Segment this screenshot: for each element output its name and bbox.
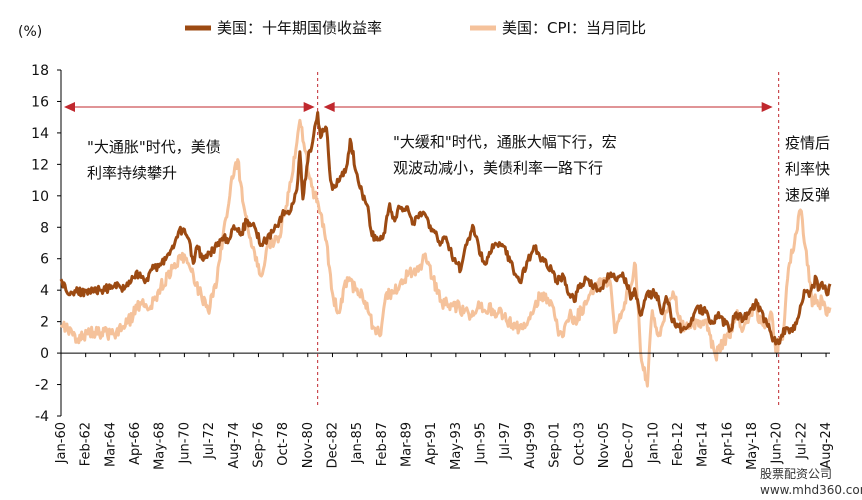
x-tick-label: Jun-95 [474, 422, 489, 465]
y-tick-label: 4 [40, 283, 49, 299]
x-tick-label: Mar-64 [103, 422, 118, 467]
x-tick-label: Feb-87 [375, 422, 390, 466]
x-tick-label: Jun-20 [770, 422, 785, 465]
x-tick-label: Feb-62 [79, 422, 94, 466]
period-label: 利率持续攀升 [87, 164, 177, 182]
x-tick-label: Apr-66 [128, 422, 143, 465]
x-tick-label: Jun-70 [177, 422, 192, 465]
watermark-line2: www.mhd360.com [760, 483, 862, 497]
x-tick-label: Apr-16 [720, 422, 735, 465]
x-tick-label: Jan-60 [54, 422, 69, 464]
y-tick-label: 12 [31, 157, 49, 173]
period-arrowhead-right [761, 102, 773, 112]
x-tick-label: May-18 [745, 422, 760, 470]
x-axis: Jan-60 Feb-62 Mar-64 Apr-66 May-68 Jun-70 Jul-… [54, 352, 834, 470]
x-tick-label: May-93 [449, 422, 464, 470]
x-tick-label: Sep-76 [251, 422, 266, 468]
x-tick-label: Feb-12 [671, 422, 686, 466]
x-tick-label: Mar-89 [400, 422, 415, 467]
chart-legend: 美国：十年期国债收益率 美国：CPI：当月同比 [185, 19, 646, 37]
period-label: "大通胀"时代，美债 [87, 138, 221, 156]
x-tick-label: May-68 [153, 422, 168, 470]
x-tick-label: Aug-24 [819, 422, 834, 469]
watermark-line1: 股票配资公司 [760, 467, 832, 481]
x-tick-label: Aug-99 [523, 422, 538, 469]
x-tick-label: Jul-72 [202, 422, 217, 460]
x-tick-label: Dec-07 [622, 422, 637, 468]
period-arrowhead-left [323, 102, 335, 112]
y-tick-label: 0 [40, 346, 49, 362]
period-label: 利率快 [785, 160, 830, 178]
period-arrowhead-right [303, 102, 315, 112]
series-line-10y-yield [59, 111, 832, 346]
x-tick-label: Mar-14 [696, 422, 711, 467]
x-tick-label: Oct-78 [276, 422, 291, 466]
y-tick-label: -4 [35, 409, 49, 425]
y-tick-label: 10 [31, 189, 49, 205]
y-tick-label: 14 [31, 126, 49, 142]
legend-label: 美国：CPI：当月同比 [502, 19, 646, 37]
x-tick-label: Jul-97 [498, 422, 513, 460]
y-tick-label: 8 [40, 220, 49, 236]
x-tick-label: Jan-10 [646, 422, 661, 464]
x-tick-label: Sep-01 [548, 422, 563, 468]
x-tick-label: Jul-22 [794, 422, 809, 460]
x-tick-label: Dec-82 [325, 422, 340, 468]
y-tick-label: 6 [40, 252, 49, 268]
y-tick-label: 2 [40, 315, 49, 331]
x-tick-label: Nov-05 [597, 422, 612, 468]
x-tick-label: Nov-80 [301, 422, 316, 468]
period-arrowhead-left [64, 102, 75, 112]
y-tick-label: 16 [31, 94, 49, 110]
x-tick-label: Aug-74 [227, 422, 242, 469]
x-tick-label: Jan-85 [350, 422, 365, 464]
series-layer [59, 111, 832, 388]
y-tick-label: 18 [31, 63, 49, 79]
y-axis: -4 -2 0 2 4 6 8 10 12 14 16 18 [31, 63, 62, 425]
period-label: 疫情后 [785, 134, 830, 152]
series-line-cpi [59, 118, 832, 388]
x-tick-label: Apr-91 [424, 422, 439, 465]
y-tick-label: -2 [35, 378, 49, 394]
period-label: "大缓和"时代，通胀大幅下行，宏 [393, 133, 617, 151]
x-tick-label: Oct-03 [572, 422, 587, 466]
y-unit-label: (%) [18, 24, 42, 40]
legend-label: 美国：十年期国债收益率 [217, 19, 382, 37]
period-label: 观波动减小，美债利率一路下行 [393, 159, 603, 177]
period-label: 速反弹 [785, 186, 830, 204]
watermark: 股票配资公司 www.mhd360.com [760, 467, 862, 497]
